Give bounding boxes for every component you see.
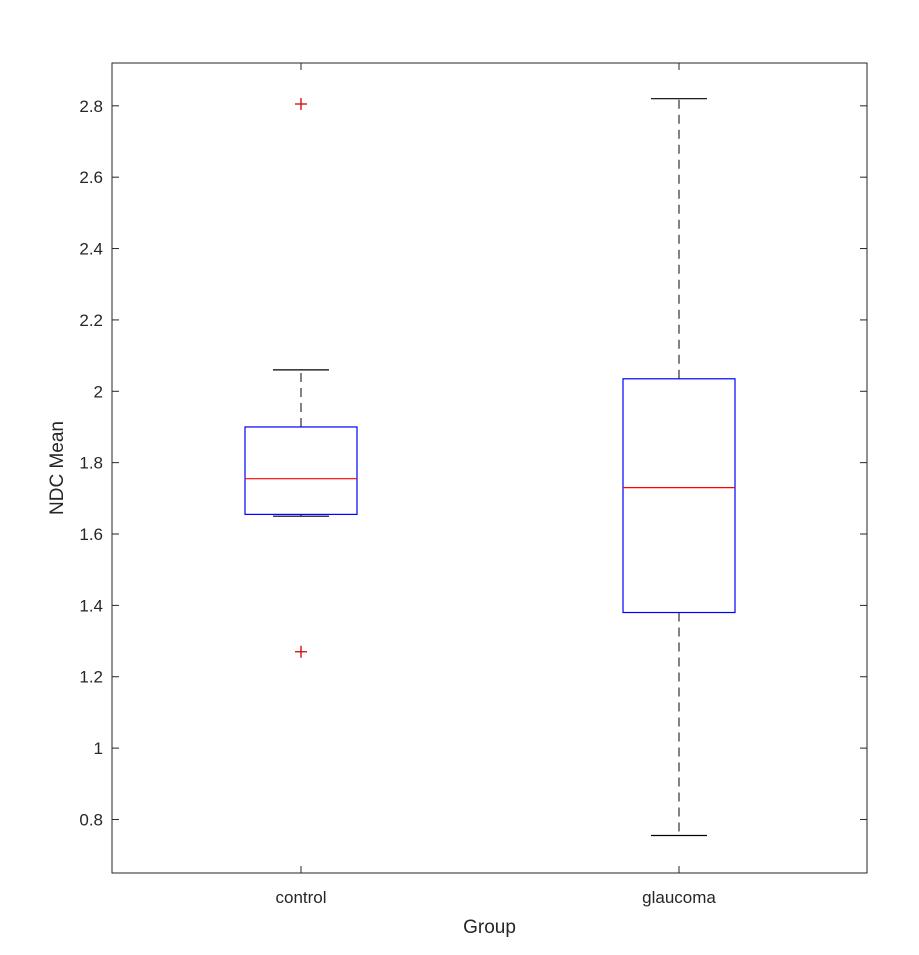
y-tick-label: 2.8	[79, 97, 103, 116]
y-tick-label: 2	[94, 382, 103, 401]
y-tick-label: 1.2	[79, 668, 103, 687]
y-tick-label: 1.8	[79, 454, 103, 473]
x-tick-label: glaucoma	[642, 888, 716, 907]
chart-marks	[244, 98, 736, 837]
y-tick-label: 1.4	[79, 596, 103, 615]
outlier-marker	[295, 645, 307, 658]
y-axis-title: NDC Mean	[47, 421, 68, 515]
outlier-marker	[295, 98, 307, 111]
x-tick-label: control	[275, 888, 326, 907]
y-tick-label: 1	[94, 739, 103, 758]
axis-ticks: 0.8 1 1.2 1.4 1.6 1.8 2 2.2 2.4 2.6 2.8 control glau…	[79, 63, 867, 907]
y-tick-label: 2.4	[79, 240, 103, 259]
y-tick-label: 1.6	[79, 525, 103, 544]
iqr-box	[244, 426, 358, 515]
iqr-box	[622, 378, 736, 614]
x-axis-title: Group	[463, 917, 516, 938]
y-tick-label: 0.8	[79, 810, 103, 829]
y-tick-label: 2.6	[79, 168, 103, 187]
plot-area	[111, 62, 868, 874]
y-tick-label: 2.2	[79, 311, 103, 330]
